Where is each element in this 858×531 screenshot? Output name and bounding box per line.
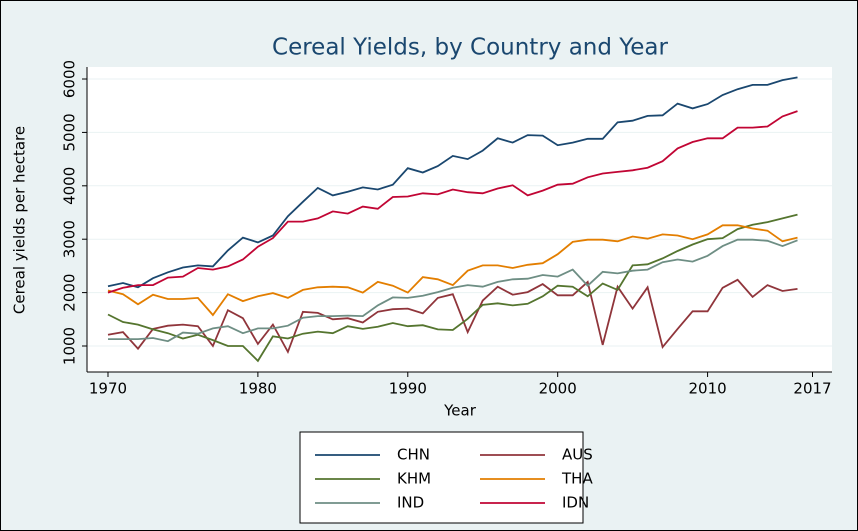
legend-label: KHM bbox=[397, 470, 431, 488]
legend-label: AUS bbox=[562, 446, 593, 464]
series-line bbox=[107, 110, 798, 294]
series-line bbox=[108, 238, 798, 343]
y-tick-label: 2000 bbox=[61, 274, 79, 312]
legend-label: CHN bbox=[397, 446, 430, 464]
plot-area bbox=[87, 67, 832, 372]
x-tick-label: 2010 bbox=[688, 380, 726, 398]
chart-title: Cereal Yields, by Country and Year bbox=[272, 35, 668, 61]
y-tick-label: 1000 bbox=[61, 327, 79, 365]
x-tick-label: 2000 bbox=[539, 380, 577, 398]
y-tick-label: 6000 bbox=[61, 60, 79, 98]
legend-label: THA bbox=[561, 470, 593, 488]
x-tick-label: 1990 bbox=[389, 380, 427, 398]
y-axis-label: Cereal yields per hectare bbox=[11, 126, 29, 314]
x-tick-label: 2017 bbox=[793, 380, 831, 398]
legend-label: IDN bbox=[562, 494, 589, 512]
series-line bbox=[107, 224, 798, 317]
x-tick-label: 1970 bbox=[89, 380, 127, 398]
legend-box bbox=[299, 431, 584, 524]
legend-label: IND bbox=[397, 494, 424, 512]
x-tick-label: 1980 bbox=[239, 380, 277, 398]
series-line bbox=[107, 278, 798, 355]
series-line bbox=[107, 213, 798, 363]
y-tick-label: 3000 bbox=[61, 220, 79, 258]
series-line bbox=[107, 76, 798, 289]
y-tick-label: 5000 bbox=[61, 113, 79, 151]
y-tick-label: 4000 bbox=[61, 167, 79, 205]
x-axis-label: Year bbox=[443, 402, 477, 420]
